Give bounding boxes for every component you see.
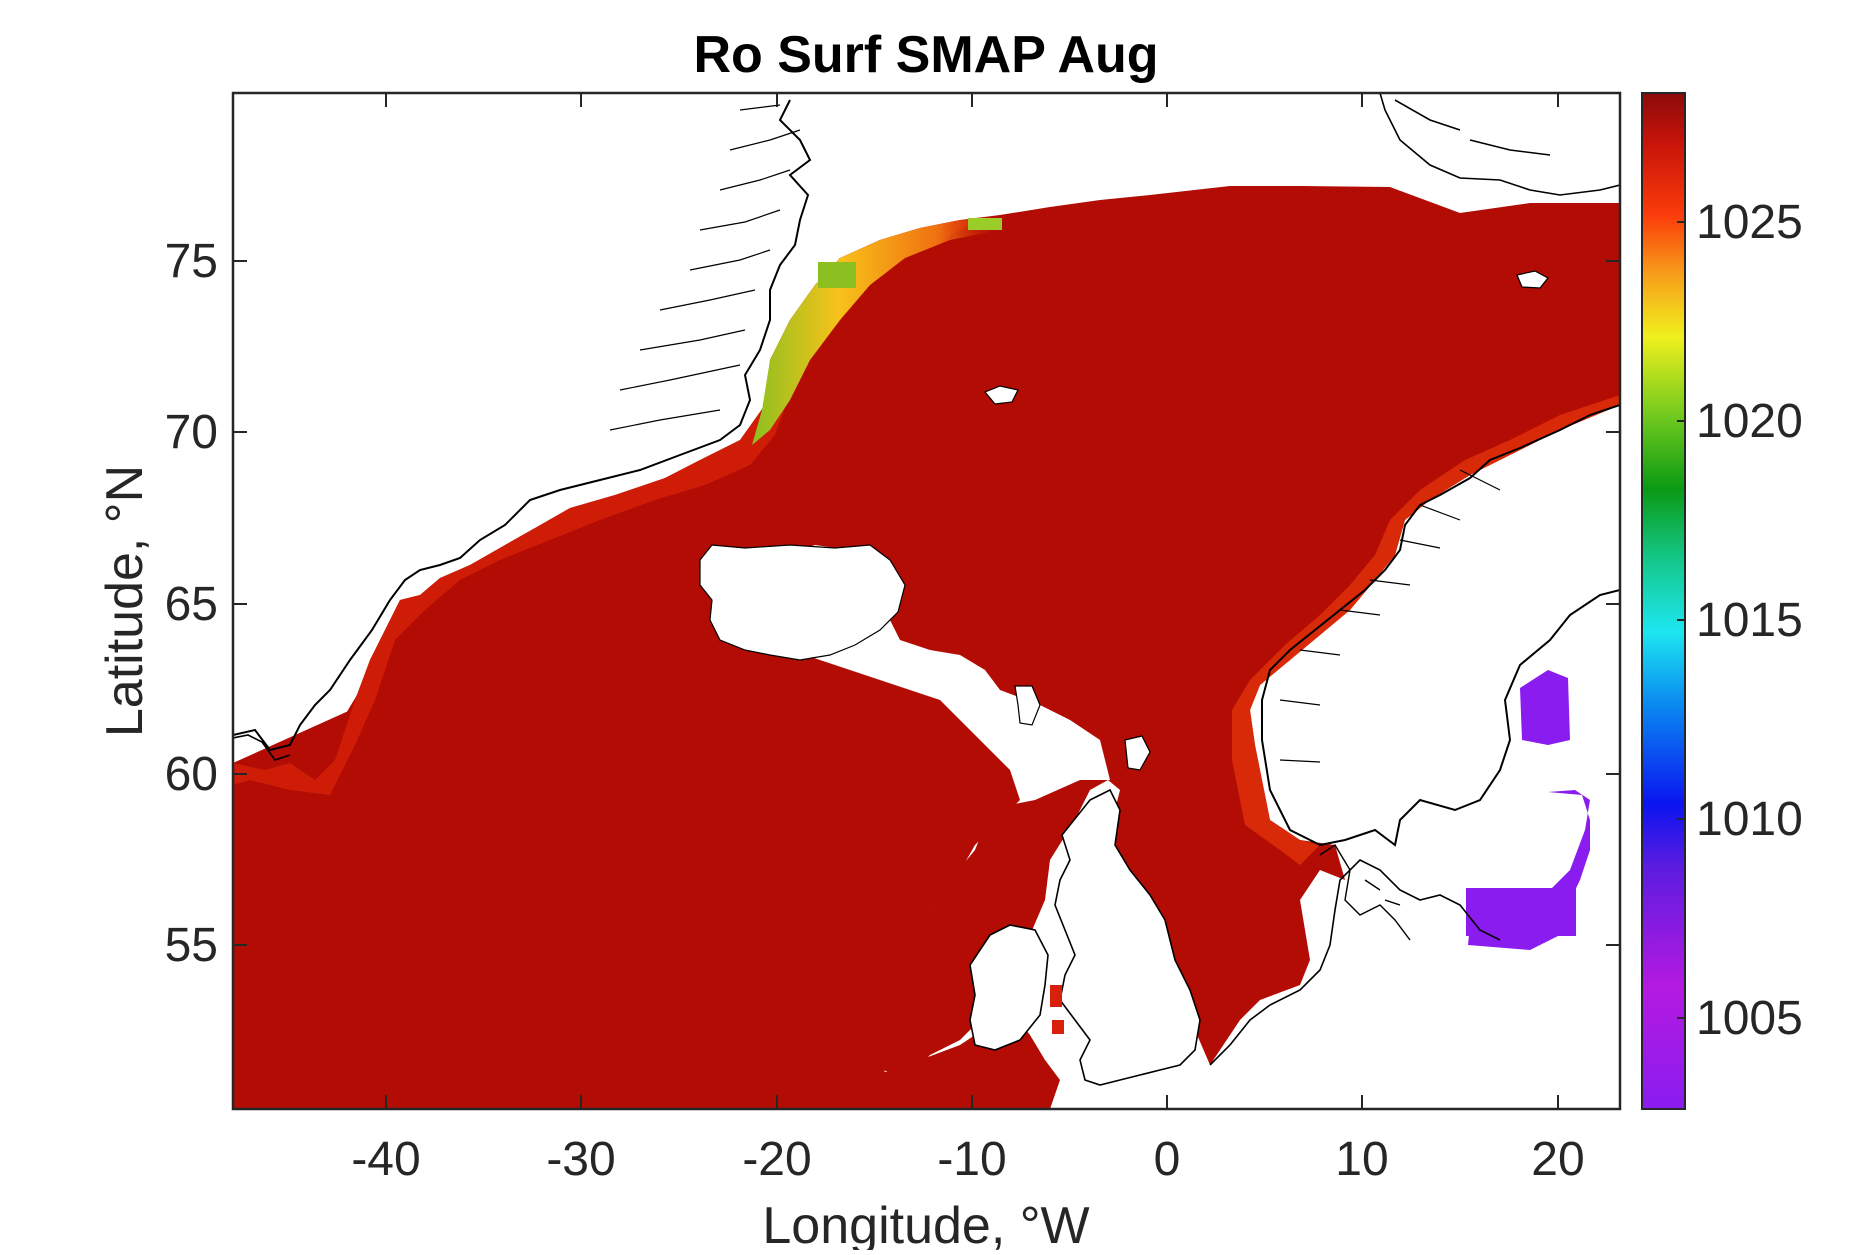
colorbar-tick-label: 1020: [1696, 395, 1803, 448]
scandinavia-coastline: [1261, 404, 1620, 847]
europe-coastline: [1209, 859, 1501, 1066]
denmark-coastline: [1319, 844, 1411, 941]
baltic-south: [1466, 888, 1576, 936]
faroe-islands: [1014, 685, 1041, 726]
colorbar-ticks: [1677, 221, 1685, 1019]
y-axis: [233, 260, 1620, 946]
ocean-field: [233, 186, 1620, 1075]
ocean-south: [233, 480, 1060, 1109]
y-tick-label: 75: [165, 235, 218, 288]
x-tick-labels: -40 -30 -20 -10 0 10 20: [351, 1133, 1584, 1186]
chart-title: Ro Surf SMAP Aug: [693, 26, 1158, 84]
jan-mayen: [984, 385, 1019, 405]
x-tick-label: 10: [1335, 1133, 1388, 1186]
x-axis: [385, 93, 1559, 1109]
x-tick-label: -40: [351, 1133, 420, 1186]
ireland: [969, 924, 1049, 1051]
britain: [1054, 788, 1201, 1086]
irish-sea-red-1: [1050, 985, 1062, 1007]
west-greenland-coast: [233, 734, 291, 761]
x-axis-label: Longitude, °W: [762, 1197, 1089, 1250]
norway-coastal-band: [1232, 395, 1620, 865]
y-tick-label: 60: [165, 748, 218, 801]
norway-fjords: [1279, 469, 1501, 763]
baltic-sea: [1520, 670, 1570, 745]
colorbar-tick-label: 1025: [1696, 196, 1803, 249]
x-tick-label: -20: [742, 1133, 811, 1186]
colorbar-tick-label: 1005: [1696, 992, 1803, 1045]
green-patch-2: [968, 218, 1002, 230]
x-tick-label: 20: [1531, 1133, 1584, 1186]
y-tick-labels: 55 60 65 70 75: [165, 235, 218, 972]
y-tick-label: 55: [165, 919, 218, 972]
colorbar: [1641, 92, 1686, 1110]
x-tick-label: -30: [546, 1133, 615, 1186]
axes-box: [231, 91, 1622, 1111]
iceland: [699, 544, 906, 661]
svalbard-coastline: [1379, 93, 1620, 196]
greenland-coastline: [233, 99, 812, 752]
map-area: [233, 93, 1620, 1109]
x-tick-label: -10: [937, 1133, 1006, 1186]
x-tick-label: 0: [1154, 1133, 1181, 1186]
colorbar-tick-labels: 1005 1010 1015 1020 1025: [1696, 196, 1803, 1045]
shetland: [1124, 735, 1151, 771]
y-axis-label: Latitude, °N: [96, 465, 154, 737]
east-greenland-coastal: [752, 215, 1000, 445]
irish-sea-red-2: [1052, 1020, 1064, 1034]
greenland-fjords: [609, 104, 801, 431]
y-tick-label: 70: [165, 406, 218, 459]
green-patch: [818, 262, 856, 288]
bear-island: [1516, 270, 1549, 289]
y-tick-label: 65: [165, 578, 218, 631]
colorbar-tick-label: 1015: [1696, 594, 1803, 647]
colorbar-tick-label: 1010: [1696, 793, 1803, 846]
